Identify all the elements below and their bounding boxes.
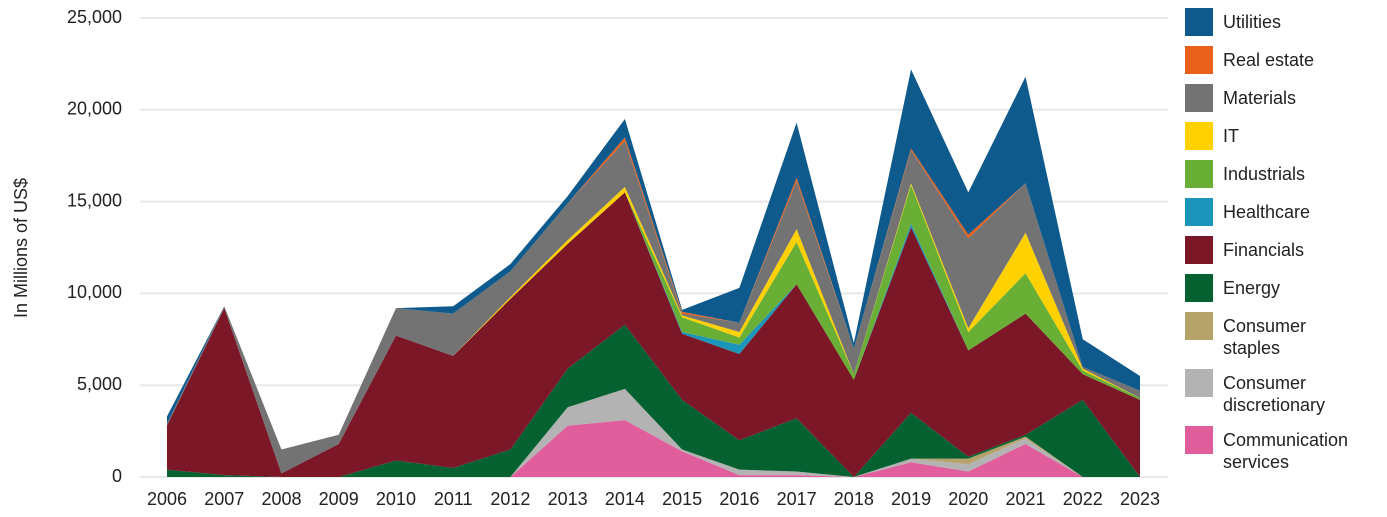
legend-swatch — [1185, 274, 1213, 302]
area — [167, 192, 1140, 478]
x-tick-label: 2022 — [1063, 489, 1103, 509]
legend-item: Utilities — [1185, 8, 1385, 36]
legend-label: Materials — [1223, 88, 1297, 108]
y-tick-label: 5,000 — [77, 374, 122, 394]
legend-item: Real estate — [1185, 46, 1385, 74]
legend-label: Healthcare — [1223, 202, 1311, 222]
x-tick-label: 2023 — [1120, 489, 1160, 509]
legend-item: Consumer staples — [1185, 312, 1385, 359]
area — [167, 185, 1140, 474]
legend-item: IT — [1185, 122, 1385, 150]
x-tick-label: 2010 — [376, 489, 416, 509]
legend-label: Industrials — [1223, 164, 1306, 184]
legend-label: Real estate — [1223, 50, 1315, 70]
area — [167, 324, 1140, 477]
legend-swatch — [1185, 160, 1213, 188]
y-axis-label: In Millions of US$ — [11, 178, 31, 318]
x-tick-label: 2018 — [834, 489, 874, 509]
legend-item: Consumer discretionary — [1185, 369, 1385, 416]
x-tick-label: 2011 — [434, 489, 473, 509]
legend-item: Industrials — [1185, 160, 1385, 188]
legend-label: Utilities — [1223, 12, 1282, 32]
legend-label: Energy — [1223, 278, 1281, 298]
legend-label: Consumer staples — [1223, 316, 1307, 358]
legend-swatch — [1185, 46, 1213, 74]
legend-label: Consumer discretionary — [1223, 373, 1326, 415]
y-tick-label: 25,000 — [67, 7, 122, 27]
legend-label: Communication services — [1223, 430, 1349, 472]
area — [167, 420, 1140, 477]
y-tick-label: 20,000 — [67, 99, 122, 119]
legend-swatch — [1185, 8, 1213, 36]
legend-swatch — [1185, 312, 1213, 340]
plot: In Millions of US$ 0 5,000 10,000 15,000 20,… — [11, 7, 1168, 509]
x-tick-label: 2016 — [719, 489, 759, 509]
legend-swatch — [1185, 426, 1213, 454]
legend-item: Energy — [1185, 274, 1385, 302]
area — [167, 388, 1140, 477]
x-tick-label: 2014 — [605, 489, 645, 509]
legend-swatch — [1185, 84, 1213, 112]
legend: Utilities Real estate Materials IT Industria… — [1185, 8, 1385, 483]
x-tick-label: 2008 — [261, 489, 301, 509]
y-tick-label: 15,000 — [67, 190, 122, 210]
area — [167, 141, 1140, 474]
y-tick-label: 0 — [112, 466, 122, 486]
legend-label: Financials — [1223, 240, 1305, 260]
x-tick-label: 2021 — [1006, 489, 1046, 509]
legend-item: Financials — [1185, 236, 1385, 264]
legend-item: Communication services — [1185, 426, 1385, 473]
x-tick-label: 2017 — [777, 489, 817, 509]
x-tick-label: 2020 — [948, 489, 988, 509]
y-tick-label: 10,000 — [67, 282, 122, 302]
x-tick-label: 2013 — [548, 489, 588, 509]
legend-swatch — [1185, 122, 1213, 150]
x-tick-label: 2012 — [490, 489, 530, 509]
x-tick-label: 2006 — [147, 489, 187, 509]
x-tick-label: 2007 — [204, 489, 244, 509]
x-tick-label: 2019 — [891, 489, 931, 509]
legend-label: IT — [1223, 126, 1239, 146]
legend-swatch — [1185, 236, 1213, 264]
x-tick-label: 2009 — [319, 489, 359, 509]
x-tick-label: 2015 — [662, 489, 702, 509]
area — [167, 69, 1140, 450]
legend-swatch — [1185, 369, 1213, 397]
legend-item: Healthcare — [1185, 198, 1385, 226]
legend-item: Materials — [1185, 84, 1385, 112]
legend-swatch — [1185, 198, 1213, 226]
